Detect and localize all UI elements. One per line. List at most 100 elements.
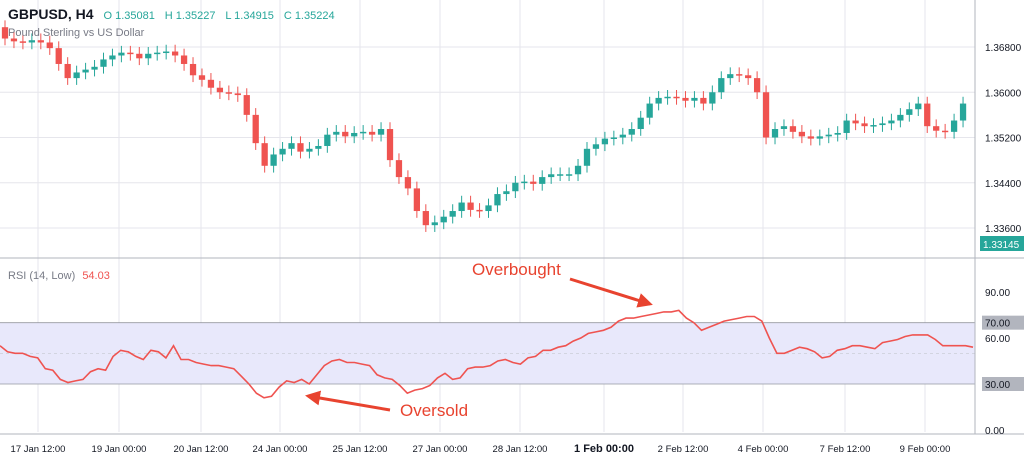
candle-body — [709, 92, 716, 104]
candle-body — [753, 78, 761, 93]
candle-body — [19, 41, 27, 43]
time-tick-label: 24 Jan 00:00 — [253, 444, 308, 455]
candle-body — [225, 92, 232, 94]
candle-body — [762, 92, 770, 138]
candle-body — [333, 131, 340, 135]
candle-body — [619, 134, 626, 138]
rsi-line — [0, 309, 974, 399]
candle-body — [745, 75, 752, 79]
candle-body — [637, 117, 644, 130]
candle-body — [959, 103, 967, 121]
candle-body — [503, 191, 510, 195]
candle-body — [942, 130, 949, 133]
rsi-tick-label: 90.00 — [985, 288, 1010, 299]
candle-body — [288, 143, 295, 149]
candle-body — [154, 52, 161, 55]
candle-body — [306, 148, 313, 152]
candle-body — [145, 53, 152, 59]
rsi-tick-label: 60.00 — [985, 334, 1010, 345]
candle-body — [64, 63, 71, 79]
candle-body — [10, 38, 18, 42]
candle-body — [404, 177, 412, 189]
candle-body — [270, 154, 277, 166]
candle-body — [82, 69, 89, 73]
candle-body — [324, 134, 331, 146]
candle-body — [798, 131, 806, 137]
symbol-title: GBPUSD, H4 — [8, 6, 94, 22]
candle-body — [771, 129, 779, 138]
candle-body — [73, 72, 80, 79]
candles[interactable] — [1, 20, 967, 232]
candle-body — [718, 78, 725, 93]
candle-body — [127, 52, 134, 55]
candle-body — [816, 136, 823, 139]
rsi-tick-tag — [982, 315, 1024, 330]
candle-body — [37, 40, 44, 43]
ohlc-close: C 1.35224 — [283, 10, 335, 22]
candle-body — [163, 51, 170, 54]
candle-body — [476, 209, 483, 212]
candle-body — [682, 97, 689, 101]
candle-body — [360, 131, 367, 134]
time-tick-label: 9 Feb 00:00 — [900, 444, 951, 455]
price-tick-label: 1.35200 — [985, 134, 1022, 145]
candle-body — [879, 123, 886, 126]
candle-body — [252, 114, 259, 144]
candle-body — [171, 51, 179, 56]
candle-body — [458, 202, 465, 212]
candle-body — [431, 222, 438, 226]
time-tick-label: 7 Feb 12:00 — [820, 444, 871, 455]
rsi-band — [0, 322, 975, 385]
candle-body — [834, 132, 841, 135]
candle-body — [440, 216, 447, 223]
candle-body — [413, 188, 421, 212]
candle-body — [512, 182, 519, 192]
candle-body — [906, 109, 913, 115]
candle-body — [386, 129, 394, 161]
time-tick-label: 25 Jan 12:00 — [333, 444, 388, 455]
rsi-label: RSI (14, Low) — [8, 270, 76, 282]
candle-body — [297, 143, 304, 152]
rsi-tick-tag — [982, 377, 1024, 391]
candle-body — [449, 211, 456, 217]
candle-body — [351, 132, 358, 137]
rsi-legend: RSI (14, Low) 54.03 — [8, 270, 110, 282]
candle-body — [852, 120, 859, 124]
rsi-tick-label: 70.00 — [985, 319, 1010, 330]
candle-body — [601, 138, 609, 145]
time-tick-label: 4 Feb 00:00 — [738, 444, 789, 455]
candle-body — [485, 205, 492, 212]
candle-body — [55, 48, 62, 64]
candle-body — [279, 148, 286, 155]
chart-header: GBPUSD, H4 O 1.35081 H 1.35227 L 1.34915… — [8, 6, 335, 22]
candle-body — [467, 202, 474, 210]
ohlc-open: O 1.35081 — [103, 10, 155, 22]
time-tick-label: 19 Jan 00:00 — [92, 444, 147, 455]
candle-body — [521, 181, 528, 184]
candle-body — [368, 131, 376, 135]
candle-body — [565, 174, 573, 176]
candle-body — [673, 96, 680, 99]
candle-body — [198, 75, 206, 80]
candle-body — [807, 136, 814, 139]
candle-body — [207, 79, 215, 88]
candle-body — [825, 134, 832, 137]
candle-body — [315, 145, 322, 149]
candle-body — [530, 181, 537, 184]
overbought-arrow — [569, 277, 653, 308]
candle-body — [664, 96, 671, 99]
rsi-line-group[interactable] — [0, 309, 974, 399]
candle-body — [422, 211, 429, 226]
candle-body — [109, 55, 116, 60]
candle-body — [843, 120, 850, 133]
candle-body — [100, 59, 107, 67]
price-tick-label: 1.34400 — [985, 179, 1022, 190]
oversold-arrow — [305, 390, 391, 412]
candle-body — [727, 74, 734, 79]
candle-body — [91, 66, 98, 70]
candle-body — [628, 129, 635, 135]
candle-body — [342, 131, 349, 137]
price-tick-label: 1.33600 — [985, 224, 1022, 235]
